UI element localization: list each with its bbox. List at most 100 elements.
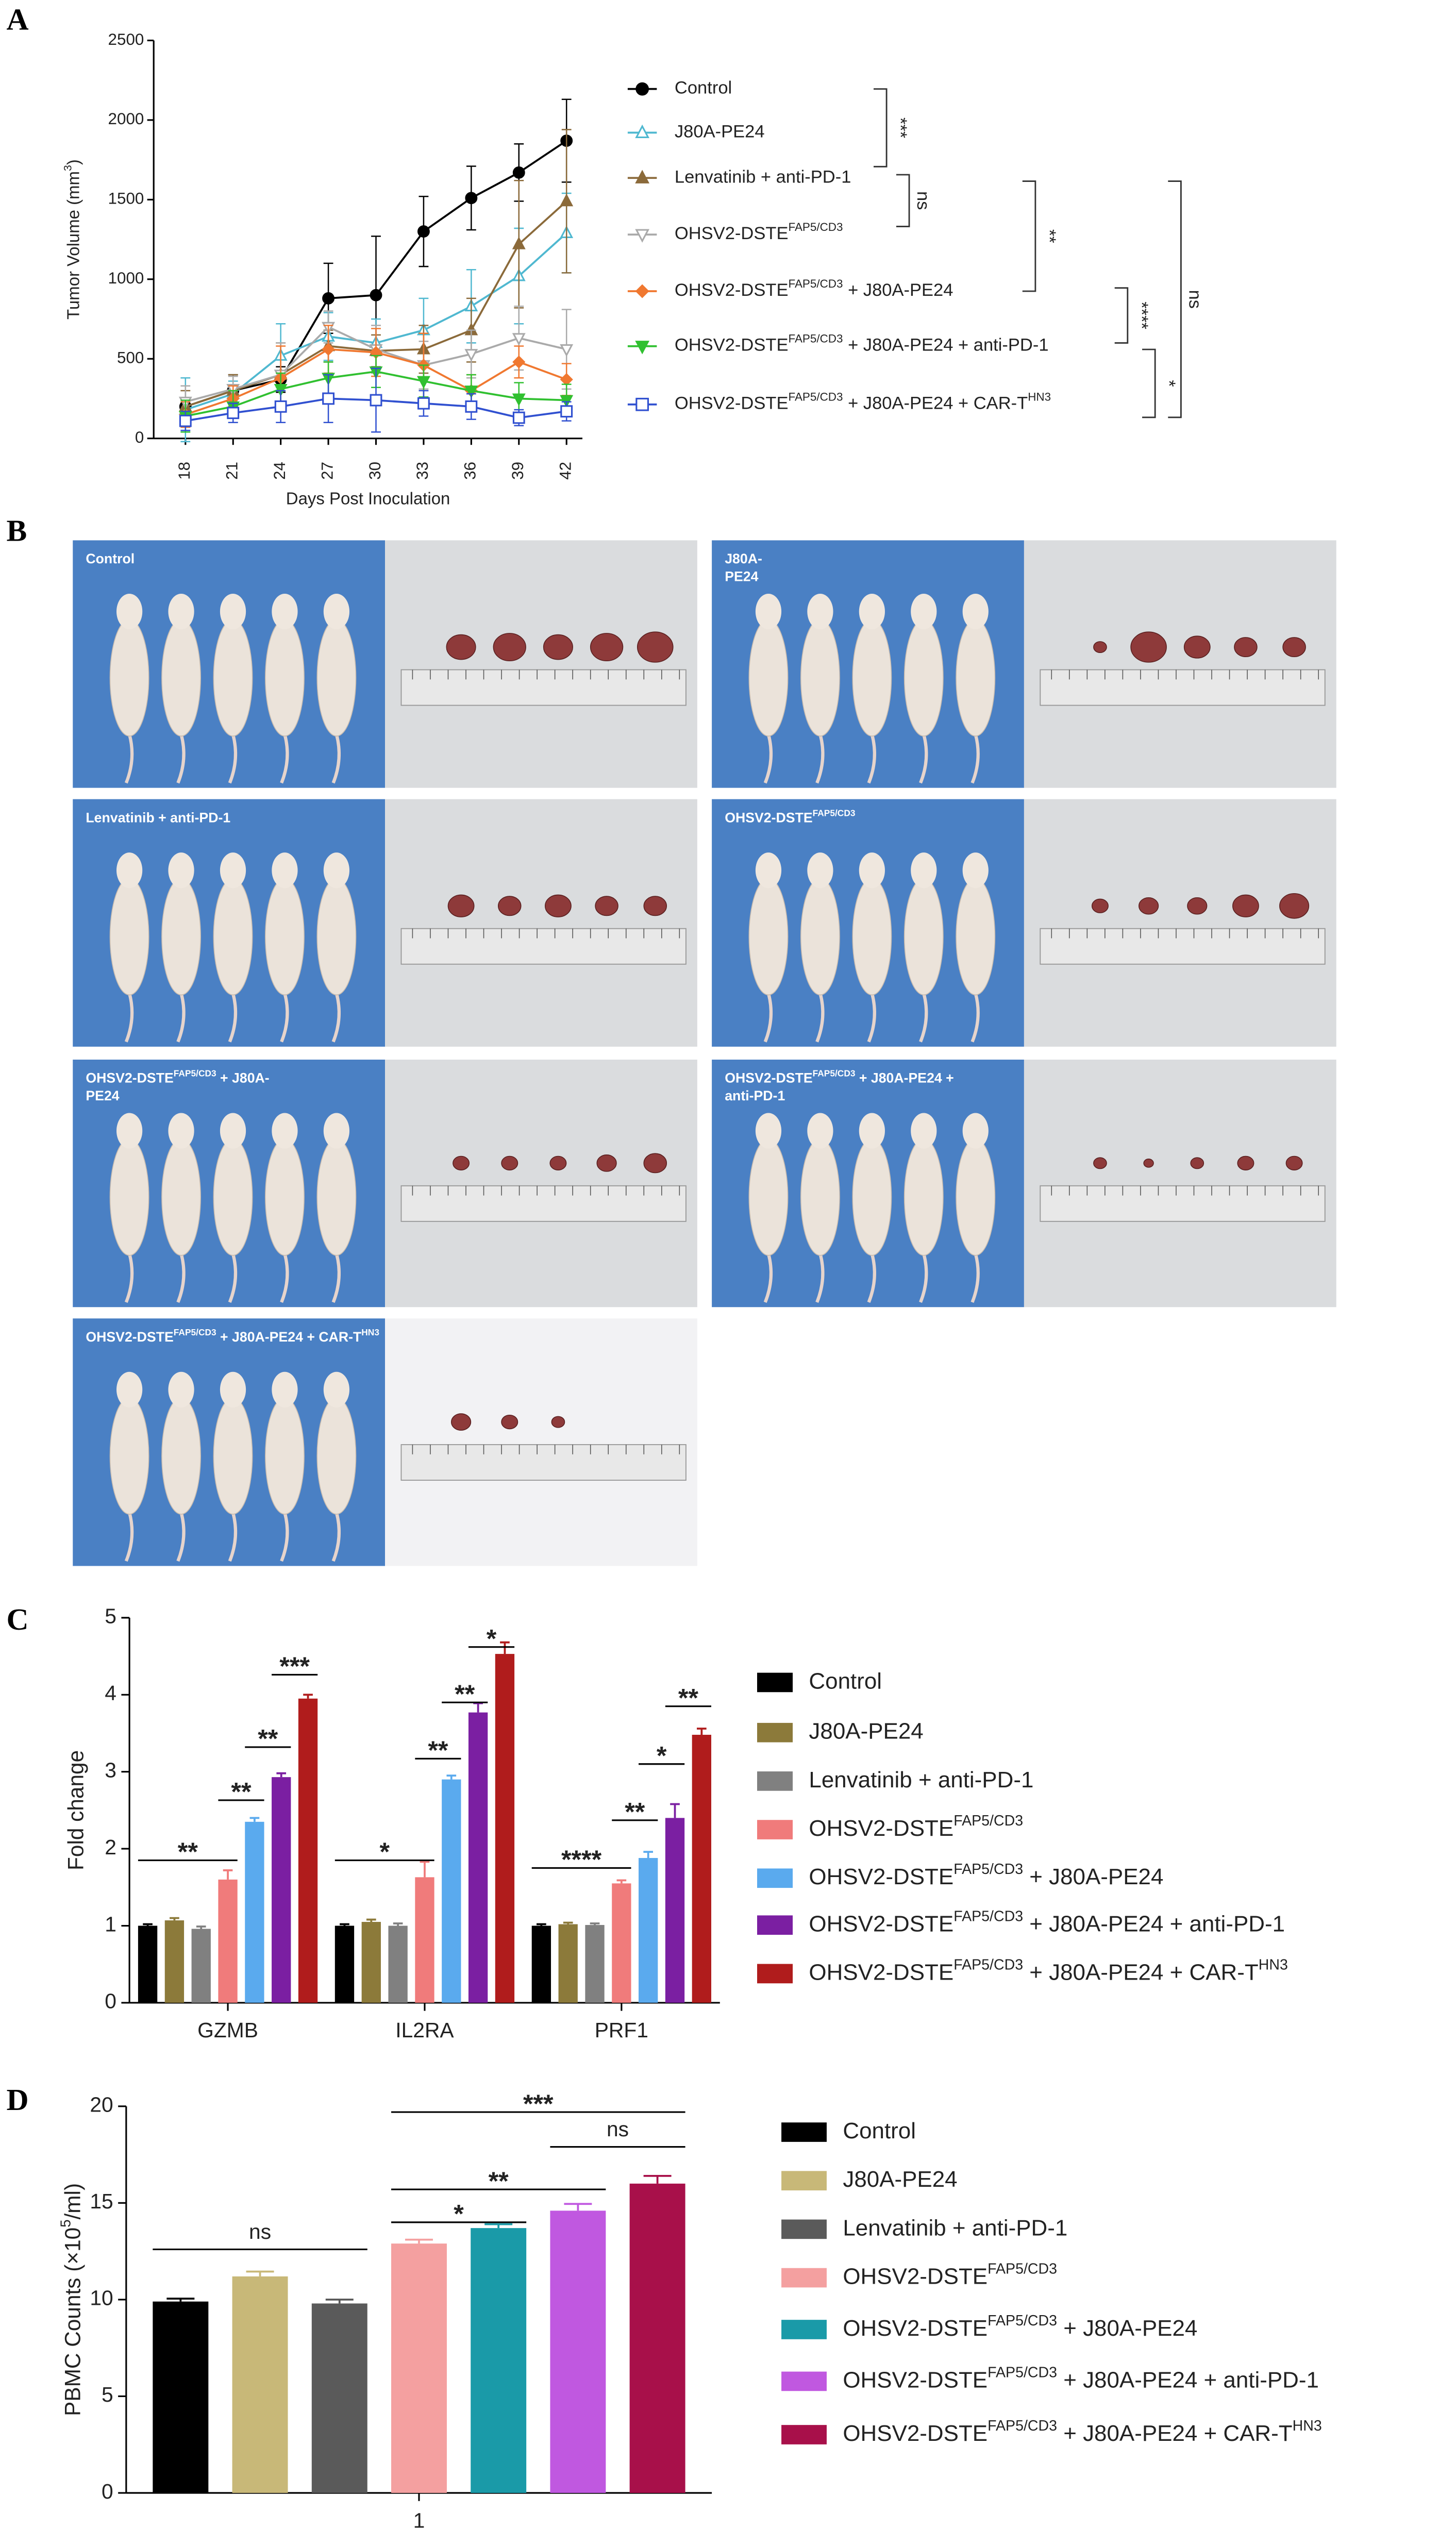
legend-marker xyxy=(635,284,649,298)
ruler xyxy=(400,1185,687,1222)
photo-label: PE24 xyxy=(86,1088,119,1103)
mouse-body xyxy=(213,878,253,996)
significance-label: ns xyxy=(249,2220,271,2243)
tumor-photo xyxy=(385,540,697,788)
tumor xyxy=(637,631,674,663)
bar xyxy=(468,1712,488,2003)
y-tick-label: 2500 xyxy=(108,30,144,48)
error-bar xyxy=(340,1923,349,1926)
text-run: + J80A-PE24 xyxy=(1023,1864,1163,1889)
legend-label: OHSV2-DSTEFAP5/CD3 xyxy=(675,221,843,244)
legend-swatch xyxy=(757,1915,793,1935)
mouse-tail xyxy=(280,1253,289,1303)
significance-label: * xyxy=(487,1624,497,1653)
text-run: + J80A-PE24 + CAR-T xyxy=(216,1329,362,1345)
ruler xyxy=(400,669,687,706)
mouse-tail xyxy=(176,1512,186,1562)
significance-label: *** xyxy=(523,2089,554,2118)
error-bar xyxy=(276,1772,287,1778)
mouse-head xyxy=(859,852,885,889)
significance-bracket xyxy=(1168,180,1182,418)
mouse-body xyxy=(316,878,357,996)
mouse-tail xyxy=(919,993,928,1043)
mouse-head xyxy=(220,852,246,889)
significance-label: ** xyxy=(455,1680,475,1709)
mouse-head xyxy=(116,1113,143,1149)
legend-label: Lenvatinib + anti-PD-1 xyxy=(675,167,851,187)
legend-label: OHSV2-DSTEFAP5/CD3 + J80A-PE24 + CAR-THN… xyxy=(675,391,1051,413)
error-bar xyxy=(246,2270,274,2276)
photo-label: OHSV2-DSTEFAP5/CD3 + J80A- xyxy=(86,1068,269,1085)
mouse-head xyxy=(272,852,298,889)
text-run: Lenvatinib + anti-PD-1 xyxy=(809,1767,1033,1793)
legend-swatch xyxy=(757,1964,793,1984)
photo-panel: Control xyxy=(73,540,697,788)
legend-label: J80A-PE24 xyxy=(675,122,765,142)
tumor xyxy=(545,894,572,917)
tumor xyxy=(643,896,667,916)
superscript: FAP5/CD3 xyxy=(788,391,843,404)
mouse-head xyxy=(168,593,194,630)
bar xyxy=(550,2210,606,2493)
mouse-body xyxy=(956,878,996,996)
bar-chart: 0 1 2 3 4 5 Fold change GZMB IL2RA PRF1 Control J80… xyxy=(64,1604,1288,2042)
x-tick-label: 36 xyxy=(461,462,479,480)
marker xyxy=(416,376,430,389)
y-tick-label: 4 xyxy=(105,1681,116,1705)
x-tick-label: GZMB xyxy=(197,2018,258,2042)
tumor xyxy=(1234,637,1258,658)
legend-label: Control xyxy=(843,2118,916,2143)
mouse-body xyxy=(852,878,892,996)
tumor-photo xyxy=(385,1059,697,1308)
significance-label: *** xyxy=(279,1652,310,1681)
text-run: OHSV2-DSTE xyxy=(675,394,789,413)
text-run: OHSV2-DSTE xyxy=(725,1070,812,1086)
marker xyxy=(464,349,478,362)
y-axis-title: Tumor Volume (mm3) xyxy=(61,159,82,320)
significance-label: ** xyxy=(231,1778,252,1806)
text-run: J80A-PE24 xyxy=(809,1718,923,1744)
marker xyxy=(227,407,240,420)
significance-label: ** xyxy=(625,1798,645,1827)
legend-marker xyxy=(635,170,650,183)
ruler xyxy=(1040,928,1326,965)
legend-swatch xyxy=(757,1771,793,1791)
mouse-head xyxy=(272,593,298,630)
photo-panel: OHSV2-DSTEFAP5/CD3 + J80A- PE24 xyxy=(73,1059,697,1308)
tumor xyxy=(1093,1157,1107,1169)
legend-swatch xyxy=(781,2171,827,2191)
x-tick-label: 1 xyxy=(413,2508,425,2529)
superscript: FAP5/CD3 xyxy=(953,1908,1023,1924)
tumor xyxy=(596,1154,617,1172)
mouse-body xyxy=(748,878,789,996)
legend-marker xyxy=(635,341,650,355)
mouse-tail xyxy=(228,1512,238,1562)
tumor xyxy=(1190,1157,1204,1169)
legend-swatch xyxy=(757,1820,793,1839)
text-run: Control xyxy=(843,2118,916,2143)
tumor xyxy=(450,1413,472,1431)
legend-label: OHSV2-DSTEFAP5/CD3 + J80A-PE24 + anti-PD… xyxy=(675,332,1049,355)
panel-label: D xyxy=(7,2083,29,2117)
mouse-body xyxy=(748,1138,789,1256)
significance-label: ns xyxy=(913,191,933,210)
mouse-tail xyxy=(970,1253,980,1303)
significance-label: **** xyxy=(1132,302,1151,329)
superscript: 5 xyxy=(57,2219,73,2227)
ruler xyxy=(400,1444,687,1481)
text-run: OHSV2-DSTE xyxy=(843,2421,988,2446)
mouse-head xyxy=(807,852,833,889)
x-tick-label: 39 xyxy=(509,462,527,480)
marker xyxy=(274,384,288,397)
mouse-head xyxy=(168,1371,194,1408)
text-run: ) xyxy=(63,159,82,165)
mouse-head xyxy=(323,593,350,630)
significance-label: * xyxy=(1159,380,1179,387)
superscript: HN3 xyxy=(1259,1956,1288,1973)
photo-label: PE24 xyxy=(725,569,758,584)
mouse-tail xyxy=(331,1253,341,1303)
marker xyxy=(465,192,478,205)
mouse-tail xyxy=(919,1253,928,1303)
y-tick-label: 15 xyxy=(90,2189,113,2213)
